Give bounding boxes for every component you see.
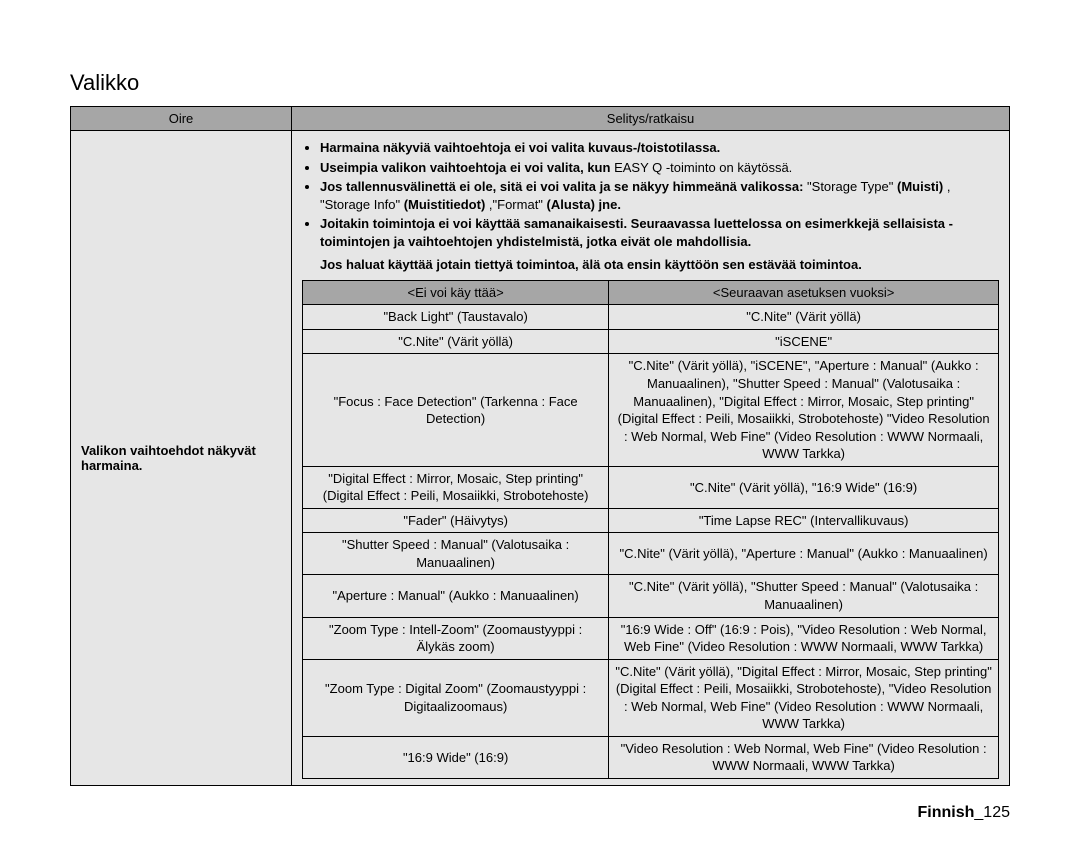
cell-cannot-use: "Back Light" (Taustavalo) bbox=[303, 305, 609, 330]
cell-because-of: "16:9 Wide : Off" (16:9 : Pois), "Video … bbox=[609, 617, 999, 659]
table-row: "Digital Effect : Mirror, Mosaic, Step p… bbox=[303, 466, 999, 508]
bullet-text: Useimpia valikon vaihtoehtoja ei voi val… bbox=[320, 160, 610, 175]
outer-header-right: Selitys/ratkaisu bbox=[292, 107, 1010, 131]
bullet-item: Harmaina näkyviä vaihtoehtoja ei voi val… bbox=[320, 139, 999, 157]
cell-cannot-use: "Aperture : Manual" (Aukko : Manuaalinen… bbox=[303, 575, 609, 617]
bullet-list: Harmaina näkyviä vaihtoehtoja ei voi val… bbox=[302, 139, 999, 250]
bullet-text: Jos tallennusvälinettä ei ole, sitä ei v… bbox=[320, 179, 803, 194]
section-title: Valikko bbox=[70, 70, 1010, 96]
bullet-item: Useimpia valikon vaihtoehtoja ei voi val… bbox=[320, 159, 999, 177]
bullet-item: Jos tallennusvälinettä ei ole, sitä ei v… bbox=[320, 178, 999, 213]
cell-because-of: "C.Nite" (Värit yöllä), "Digital Effect … bbox=[609, 659, 999, 736]
outer-table: Oire Selitys/ratkaisu Valikon vaihtoehdo… bbox=[70, 106, 1010, 786]
table-row: "Back Light" (Taustavalo)"C.Nite" (Värit… bbox=[303, 305, 999, 330]
table-row: "C.Nite" (Värit yöllä)"iSCENE" bbox=[303, 329, 999, 354]
bullet-text: ,"Format" bbox=[489, 197, 543, 212]
bullet-item: Joitakin toimintoja ei voi käyttää saman… bbox=[320, 215, 999, 250]
cell-because-of: "iSCENE" bbox=[609, 329, 999, 354]
symptom-label: Valikon vaihtoehdot näkyvät harmaina. bbox=[71, 131, 292, 786]
inner-header-right: <Seuraavan asetuksen vuoksi> bbox=[609, 280, 999, 305]
bullet-text: EASY Q -toiminto on käytössä. bbox=[614, 160, 792, 175]
table-row: "Zoom Type : Digital Zoom" (Zoomaustyypp… bbox=[303, 659, 999, 736]
cell-cannot-use: "Digital Effect : Mirror, Mosaic, Step p… bbox=[303, 466, 609, 508]
footer-pagenum: 125 bbox=[983, 804, 1010, 821]
inner-header-left: <Ei voi käy ttää> bbox=[303, 280, 609, 305]
cell-because-of: "C.Nite" (Värit yöllä), "16:9 Wide" (16:… bbox=[609, 466, 999, 508]
table-row: "Focus : Face Detection" (Tarkenna : Fac… bbox=[303, 354, 999, 466]
table-row: "Shutter Speed : Manual" (Valotusaika : … bbox=[303, 533, 999, 575]
table-row: "Zoom Type : Intell-Zoom" (Zoomaustyyppi… bbox=[303, 617, 999, 659]
bullet-text: (Alusta) jne. bbox=[547, 197, 621, 212]
cell-because-of: "C.Nite" (Värit yöllä), "Shutter Speed :… bbox=[609, 575, 999, 617]
cell-because-of: "C.Nite" (Värit yöllä), "Aperture : Manu… bbox=[609, 533, 999, 575]
cell-because-of: "C.Nite" (Värit yöllä), "iSCENE", "Apert… bbox=[609, 354, 999, 466]
inner-table: <Ei voi käy ttää> <Seuraavan asetuksen v… bbox=[302, 280, 999, 779]
table-row: "Fader" (Häivytys)"Time Lapse REC" (Inte… bbox=[303, 508, 999, 533]
bullet-text: "Storage Type" bbox=[807, 179, 893, 194]
table-row: "Aperture : Manual" (Aukko : Manuaalinen… bbox=[303, 575, 999, 617]
cell-cannot-use: "Fader" (Häivytys) bbox=[303, 508, 609, 533]
footer-lang: Finnish bbox=[918, 804, 975, 821]
cell-cannot-use: "Shutter Speed : Manual" (Valotusaika : … bbox=[303, 533, 609, 575]
cell-cannot-use: "Focus : Face Detection" (Tarkenna : Fac… bbox=[303, 354, 609, 466]
cell-because-of: "Video Resolution : Web Normal, Web Fine… bbox=[609, 736, 999, 778]
bullet-text: (Muistitiedot) bbox=[404, 197, 486, 212]
bullet-text: (Muisti) bbox=[897, 179, 943, 194]
cell-cannot-use: "16:9 Wide" (16:9) bbox=[303, 736, 609, 778]
cell-cannot-use: "Zoom Type : Intell-Zoom" (Zoomaustyyppi… bbox=[303, 617, 609, 659]
cell-cannot-use: "Zoom Type : Digital Zoom" (Zoomaustyypp… bbox=[303, 659, 609, 736]
cell-cannot-use: "C.Nite" (Värit yöllä) bbox=[303, 329, 609, 354]
explanation-cell: Harmaina näkyviä vaihtoehtoja ei voi val… bbox=[292, 131, 1010, 786]
outer-header-left: Oire bbox=[71, 107, 292, 131]
postnote: Jos haluat käyttää jotain tiettyä toimin… bbox=[320, 256, 999, 274]
cell-because-of: "Time Lapse REC" (Intervallikuvaus) bbox=[609, 508, 999, 533]
table-row: "16:9 Wide" (16:9)"Video Resolution : We… bbox=[303, 736, 999, 778]
cell-because-of: "C.Nite" (Värit yöllä) bbox=[609, 305, 999, 330]
page-footer: Finnish_125 bbox=[70, 804, 1010, 822]
